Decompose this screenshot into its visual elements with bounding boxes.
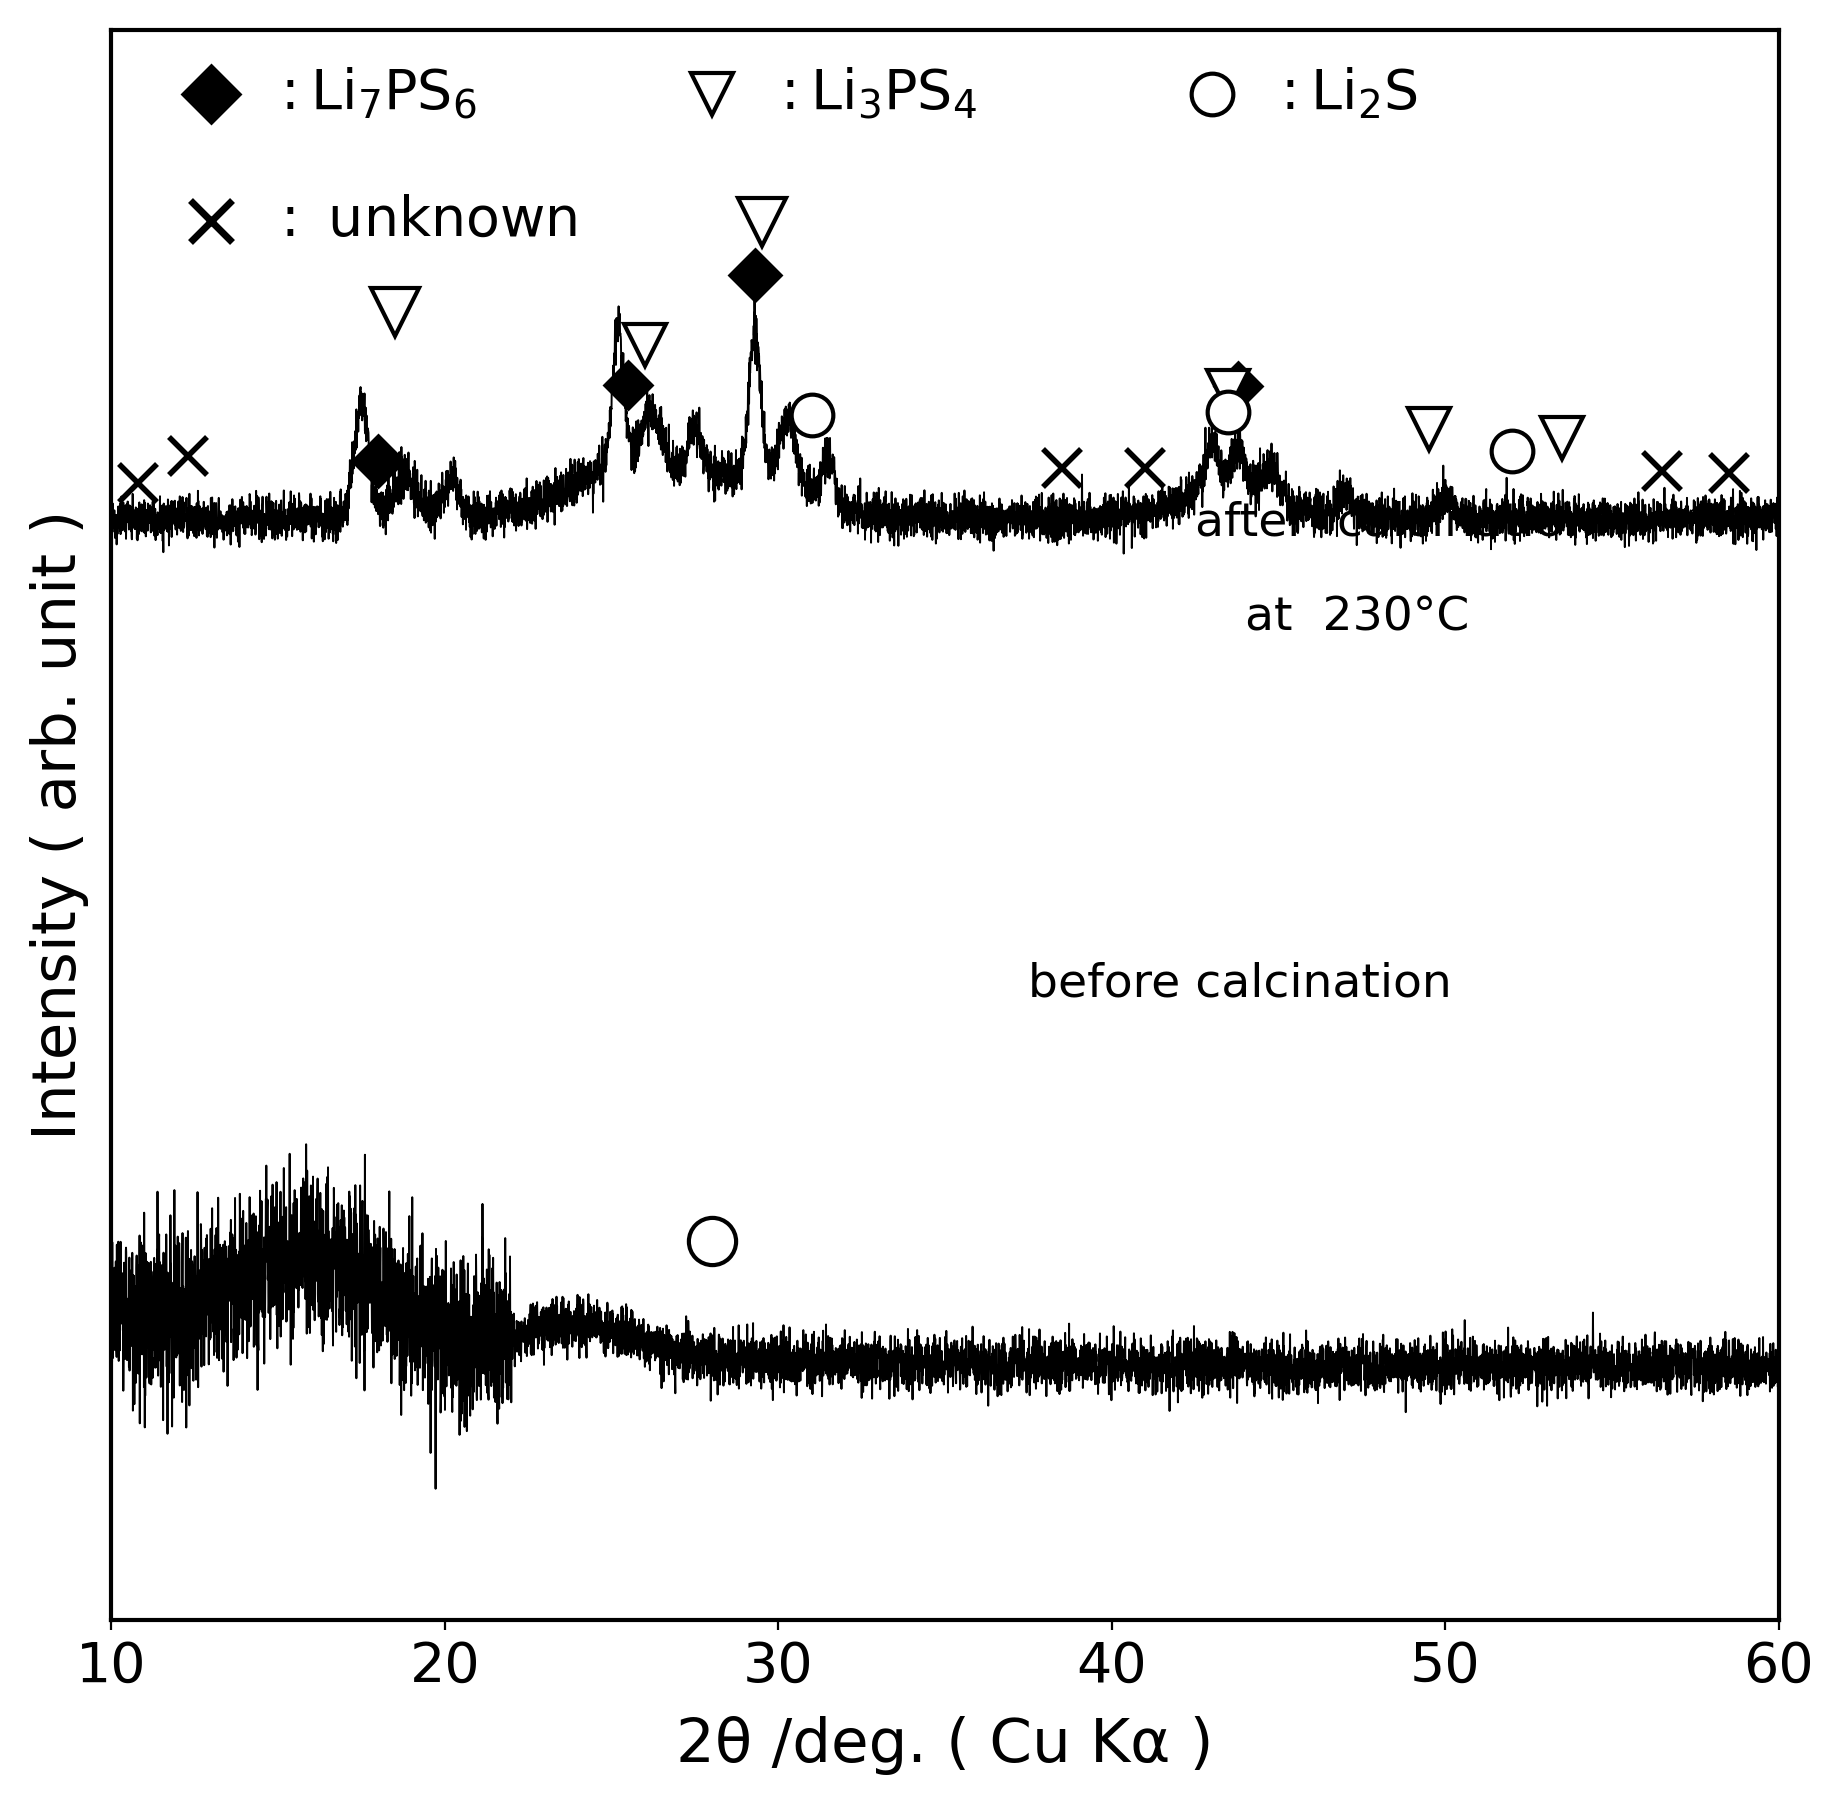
Text: $:$Li$_2$S: $:$Li$_2$S bbox=[1271, 67, 1418, 121]
Text: before calcination: before calcination bbox=[1029, 962, 1451, 1007]
Text: $:$ unknown: $:$ unknown bbox=[269, 193, 577, 247]
X-axis label: 2θ /deg. ( Cu Kα ): 2θ /deg. ( Cu Kα ) bbox=[677, 1717, 1213, 1774]
Text: after  calcination: after calcination bbox=[1195, 500, 1593, 545]
Y-axis label: Intensity ( arb. unit ): Intensity ( arb. unit ) bbox=[30, 511, 89, 1141]
Text: $:$Li$_3$PS$_4$: $:$Li$_3$PS$_4$ bbox=[771, 67, 977, 121]
Text: at  230°C: at 230°C bbox=[1245, 596, 1470, 641]
Text: $:$Li$_7$PS$_6$: $:$Li$_7$PS$_6$ bbox=[269, 67, 476, 121]
